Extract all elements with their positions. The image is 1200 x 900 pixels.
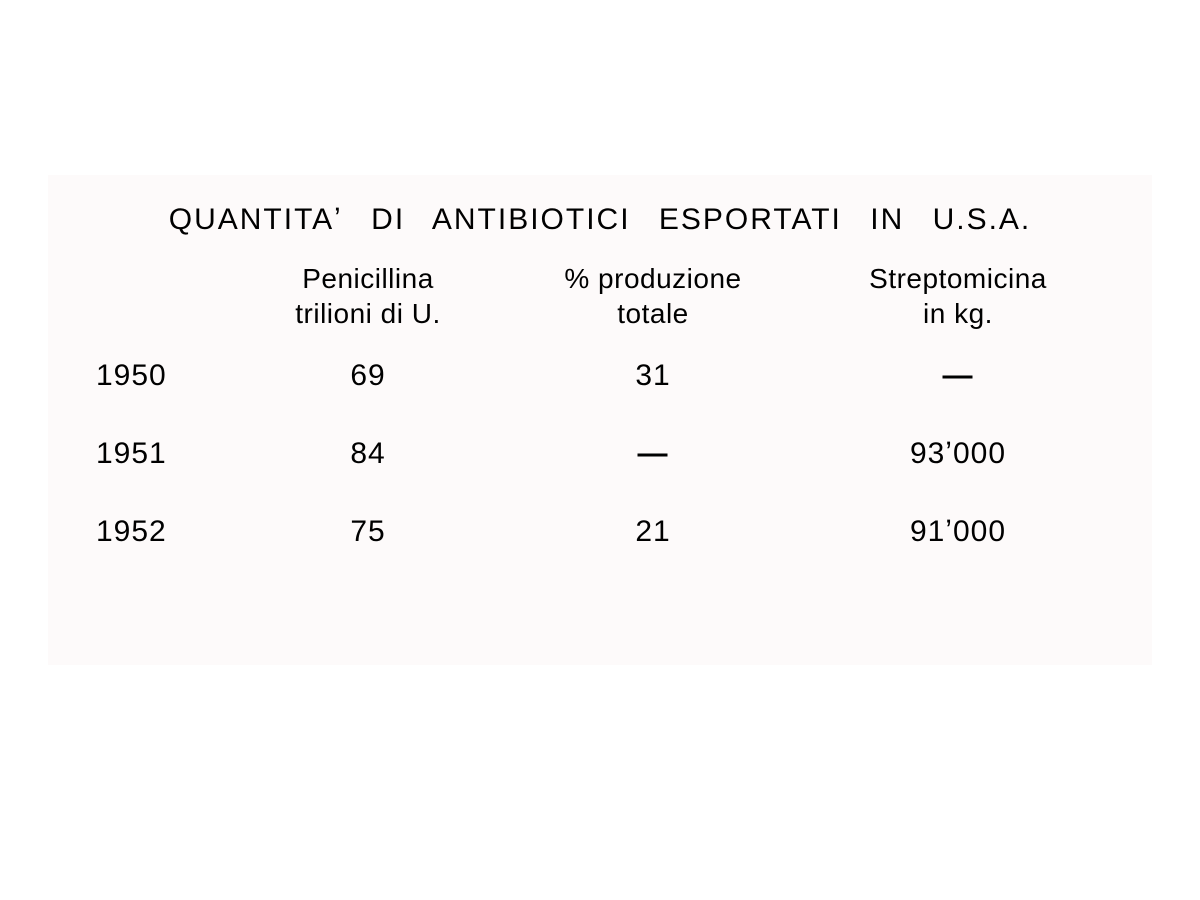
table-row: 1951 84 — 93ʼ000 [78, 437, 1122, 471]
cell-strepto: 91ʼ000 [808, 515, 1108, 549]
header-percent-line1: % produzione [564, 263, 741, 294]
header-percent-line2: totale [617, 298, 689, 329]
header-year [78, 261, 238, 331]
cell-strepto: — [808, 359, 1108, 393]
header-penicillin: Penicillina trilioni di U. [238, 261, 498, 331]
cell-penicillin: 84 [238, 437, 498, 471]
header-penicillin-line2: trilioni di U. [295, 298, 440, 329]
cell-penicillin: 75 [238, 515, 498, 549]
cell-strepto: 93ʼ000 [808, 437, 1108, 471]
dash-icon: — [638, 437, 669, 471]
cell-percent: — [498, 437, 808, 471]
header-penicillin-line1: Penicillina [302, 263, 434, 294]
table-header-row: Penicillina trilioni di U. % produzione … [78, 261, 1122, 331]
dash-icon: — [943, 359, 974, 393]
cell-year: 1952 [78, 515, 238, 549]
table-title: QUANTITAʼ DI ANTIBIOTICI ESPORTATI IN U.… [78, 203, 1122, 237]
table-row: 1950 69 31 — [78, 359, 1122, 393]
cell-year: 1950 [78, 359, 238, 393]
table-row: 1952 75 21 91ʼ000 [78, 515, 1122, 549]
cell-percent: 21 [498, 515, 808, 549]
cell-percent: 31 [498, 359, 808, 393]
header-strepto-line2: in kg. [923, 298, 993, 329]
header-strepto: Streptomicina in kg. [808, 261, 1108, 331]
table-panel: QUANTITAʼ DI ANTIBIOTICI ESPORTATI IN U.… [48, 175, 1152, 665]
header-percent: % produzione totale [498, 261, 808, 331]
header-strepto-line1: Streptomicina [869, 263, 1047, 294]
cell-penicillin: 69 [238, 359, 498, 393]
cell-year: 1951 [78, 437, 238, 471]
data-table: Penicillina trilioni di U. % produzione … [78, 261, 1122, 549]
